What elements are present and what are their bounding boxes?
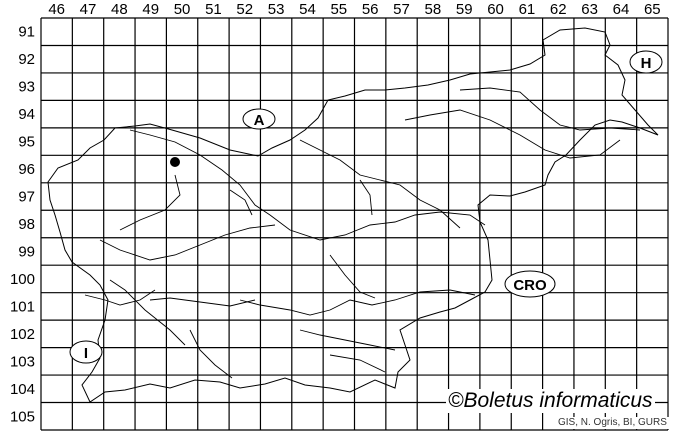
column-label: 59 [456,1,473,18]
row-label: 99 [18,243,35,260]
column-label: 50 [174,1,191,18]
row-labels: 91 92 93 94 95 96 97 98 99 100 101 102 103 104 105 [10,24,35,426]
column-label: 60 [487,1,504,18]
column-label: 62 [550,1,567,18]
column-label: 64 [613,1,630,18]
column-label: 54 [299,1,316,18]
column-labels: 46 47 48 49 50 51 52 53 54 55 56 57 58 59 60 61 62 63 64 65 [48,1,660,18]
column-label: 58 [425,1,442,18]
row-label: 94 [18,106,35,123]
svg-text:CRO: CRO [513,277,547,294]
copyright-text: ©Boletus informaticus [446,389,655,413]
country-label-hungary: H [629,50,663,74]
row-label: 100 [10,271,35,288]
row-label: 105 [10,408,35,425]
column-label: 53 [268,1,285,18]
column-label: 46 [48,1,65,18]
row-label: 96 [18,161,35,178]
column-label: 61 [519,1,536,18]
row-label: 101 [10,298,35,315]
column-label: 65 [644,1,661,18]
country-label-italy: I [69,340,103,364]
column-label: 49 [142,1,159,18]
row-label: 92 [18,51,35,68]
rivers [84,87,641,379]
data-source-credit: GIS, N. Ogris, BI, GURS [556,417,669,429]
row-label: 104 [10,381,35,398]
column-label: 47 [80,1,97,18]
column-label: 55 [330,1,347,18]
column-label: 48 [111,1,128,18]
row-label: 91 [18,24,35,41]
svg-text:A: A [254,112,265,129]
row-label: 103 [10,353,35,370]
country-border [47,27,659,403]
row-label: 93 [18,79,35,96]
map-grid [40,17,669,431]
row-label: 97 [18,189,35,206]
row-label: 98 [18,216,35,233]
column-label: 56 [362,1,379,18]
row-label: 102 [10,326,35,343]
country-label-austria: A [242,108,276,130]
column-label: 57 [393,1,410,18]
country-label-croatia: CRO [504,270,556,298]
row-label: 95 [18,134,35,151]
column-label: 63 [581,1,598,18]
column-label: 51 [205,1,222,18]
svg-text:I: I [84,345,88,362]
record-point-marker [170,157,180,167]
svg-text:H: H [641,55,652,72]
column-label: 52 [236,1,253,18]
